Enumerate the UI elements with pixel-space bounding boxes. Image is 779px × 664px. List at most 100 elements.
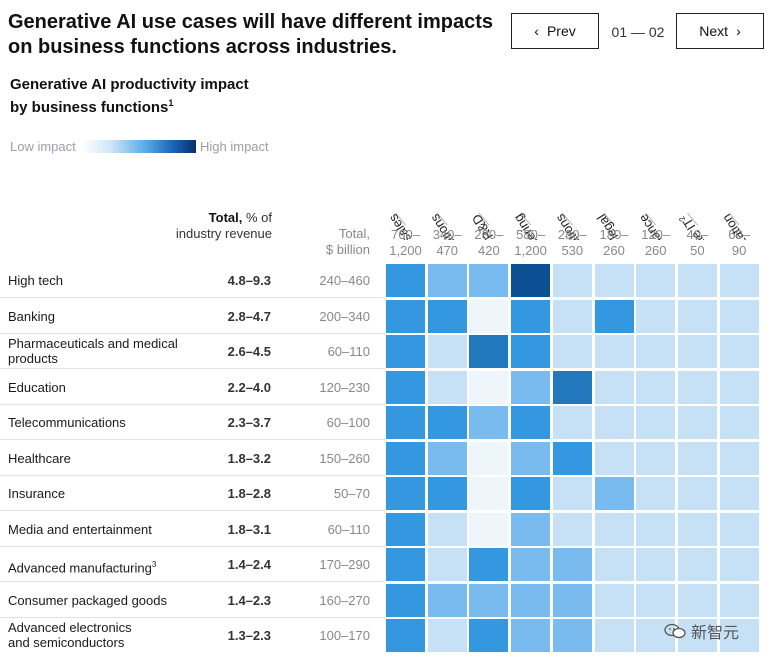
heatmap-cell <box>386 335 425 368</box>
heatmap-cell <box>469 477 509 510</box>
heatmap-cell <box>594 264 634 297</box>
industry-label: High tech <box>8 273 63 288</box>
heatmap-cell <box>511 370 551 404</box>
heatmap-cell <box>636 548 676 581</box>
column-header-tick <box>687 212 698 226</box>
column-header-tick <box>603 212 615 226</box>
heatmap-cell <box>469 335 509 368</box>
heatmap-cell <box>719 441 759 475</box>
header-billion-line2: $ billion <box>325 242 370 257</box>
column-header-tick <box>478 212 490 226</box>
industry-pct-revenue: 4.8–9.3 <box>227 273 271 288</box>
prev-button[interactable]: ‹ Prev <box>511 13 599 49</box>
heatmap-cell <box>386 477 425 510</box>
industry-pct-revenue: 1.4–2.4 <box>227 557 271 572</box>
heatmap-cell <box>427 335 467 368</box>
legend-gradient-bar <box>82 140 196 153</box>
legend-high-label: High impact <box>200 139 269 154</box>
wechat-icon <box>664 623 686 639</box>
row-divider <box>0 581 385 582</box>
industry-pct-revenue: 2.8–4.7 <box>227 308 271 324</box>
heatmap-cell <box>677 441 717 475</box>
heatmap-cell <box>677 512 717 546</box>
heatmap-cell <box>719 335 759 368</box>
watermark: 新智元 <box>664 619 739 643</box>
heatmap-cell <box>636 370 676 404</box>
row-divider <box>0 439 385 440</box>
header-billion-line1: Total, <box>338 226 370 241</box>
column-header-tick <box>520 212 531 226</box>
industry-pct-revenue: 1.8–3.1 <box>227 521 271 537</box>
heatmap-cell <box>594 406 634 439</box>
heatmap-cell <box>594 441 634 475</box>
industry-billion: 60–110 <box>327 344 370 359</box>
industry-label: Healthcare <box>8 450 71 466</box>
heatmap-cell <box>469 406 509 439</box>
heatmap-cell <box>677 299 717 333</box>
heatmap-cell <box>386 441 425 475</box>
industry-pct-revenue: 2.3–3.7 <box>227 415 271 430</box>
industry-billion: 200–340 <box>319 308 370 324</box>
next-button[interactable]: Next › <box>676 13 764 49</box>
heatmap-cell <box>427 619 467 652</box>
industry-label: Pharmaceuticals and medical products <box>8 336 178 366</box>
heatmap-cell <box>427 299 467 333</box>
heatmap-cell <box>427 264 467 297</box>
industry-billion: 120–230 <box>319 379 370 395</box>
heatmap-cell <box>552 548 592 581</box>
heatmap-cell <box>469 299 509 333</box>
heatmap-cell <box>386 264 425 297</box>
header-total-bold: Total, <box>208 210 243 225</box>
heatmap-cell <box>552 370 592 404</box>
heatmap-cell <box>719 406 759 439</box>
heatmap-cell <box>552 477 592 510</box>
heatmap-cell <box>636 335 676 368</box>
industry-label: Insurance <box>8 486 66 501</box>
heatmap-cell <box>719 583 759 617</box>
page-title: Generative AI use cases will have differ… <box>8 11 494 58</box>
heatmap-cell <box>469 512 509 546</box>
heatmap-cell <box>511 299 551 333</box>
heatmap-cell <box>552 264 592 297</box>
heatmap-cell <box>594 299 634 333</box>
heatmap-cell <box>636 299 676 333</box>
heatmap-cell <box>427 370 467 404</box>
column-header-tick <box>645 212 657 226</box>
function-range: 40– 50 <box>686 227 709 258</box>
heatmap-cell <box>469 441 509 475</box>
heatmap-cell <box>469 583 509 617</box>
heatmap-cell <box>386 406 425 439</box>
heatmap-cell <box>552 619 592 652</box>
heatmap-cell <box>386 548 425 581</box>
industry-pct-revenue: 1.8–3.2 <box>227 450 271 466</box>
heatmap-cell <box>469 548 509 581</box>
heatmap-cell <box>552 441 592 475</box>
heatmap-cell <box>511 441 551 475</box>
chevron-left-icon: ‹ <box>534 23 539 39</box>
industry-pct-revenue: 1.8–2.8 <box>227 486 271 501</box>
function-range: 580– 1,200 <box>514 227 547 258</box>
industry-billion: 170–290 <box>319 557 370 572</box>
column-header-tick <box>436 212 448 226</box>
heatmap-cell <box>594 370 634 404</box>
industry-pct-revenue: 1.4–2.3 <box>227 592 271 608</box>
heatmap-cell <box>469 264 509 297</box>
heatmap-cell <box>427 583 467 617</box>
heatmap-cell <box>427 548 467 581</box>
heatmap-cell <box>636 406 676 439</box>
heatmap-cell <box>677 583 717 617</box>
column-header-tick <box>561 212 573 226</box>
industry-label: Education <box>8 379 66 395</box>
function-range: 760– 1,200 <box>389 227 422 258</box>
industry-label: Consumer packaged goods <box>8 592 167 608</box>
heatmap-cell <box>719 477 759 510</box>
heatmap-cell <box>719 619 759 652</box>
industry-billion: 60–110 <box>327 521 370 537</box>
heatmap-cell <box>386 370 425 404</box>
heatmap-cell <box>594 583 634 617</box>
industry-label: Media and entertainment <box>8 521 152 537</box>
header-total-rest: % of industry revenue <box>175 210 272 241</box>
heatmap-cell <box>386 512 425 546</box>
heatmap-cell <box>427 512 467 546</box>
next-label: Next <box>699 23 729 39</box>
